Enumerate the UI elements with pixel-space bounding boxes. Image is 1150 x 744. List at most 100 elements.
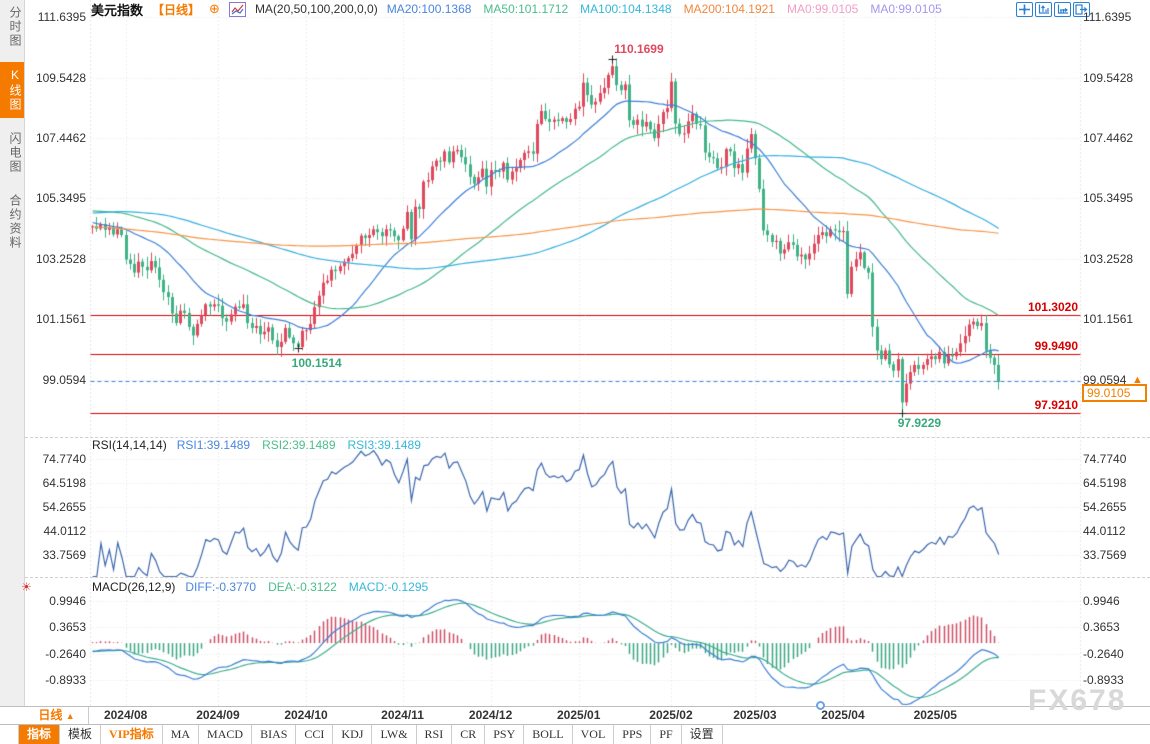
annotation-110.1699: 110.1699 [614,42,664,57]
month-label-2024/09: 2024/09 [196,708,240,722]
price-axis-label-right: 111.6395 [1083,10,1132,24]
ma-legend: MA20:100.1368 MA50:101.1712 MA100:104.1348… [387,2,942,16]
annotation-97.9229: 97.9229 [897,415,942,430]
toolbar-item-RSI[interactable]: RSI [417,725,453,744]
sidebar-tab-4[interactable]: 合约资料 [8,194,22,250]
crosshair-icon[interactable] [1016,2,1033,17]
month-label-2025/04: 2025/04 [821,708,865,722]
macd-axis-label-left: -0.8933 [45,673,86,687]
price-line-label: 97.9210 [1034,397,1078,412]
chart-toolbar-icons [1016,2,1090,17]
sidebar-tab-1[interactable]: 分时图 [8,6,22,48]
chart-header: 美元指数 【日线】 ⊕ MA(20,50,100,200,0,0) MA20:1… [91,1,942,18]
chart-type-icon[interactable] [228,1,246,17]
chart-canvas[interactable] [0,0,1150,706]
indicator-settings-icon[interactable]: ☀ [21,580,32,594]
toolbar-item-MACD[interactable]: MACD [199,725,253,744]
macd-axis-label-right: -0.2640 [1083,646,1124,661]
toolbar-item-PPS[interactable]: PPS [614,725,652,744]
price-line-label: 101.3020 [1027,300,1078,315]
toolbar-item-模板[interactable]: 模板 [60,725,102,744]
macd-axis-label-right: -0.8933 [1083,673,1124,687]
macd-axis-label-right: 0.3653 [1083,620,1120,635]
toolbar-item-CR[interactable]: CR [452,725,486,744]
macd-values: DIFF:-0.3770 DEA:-0.3122 MACD:-0.1295 [185,580,428,594]
rsi-values: RSI1:39.1489 RSI2:39.1489 RSI3:39.1489 [177,438,421,452]
toolbar-item-MA[interactable]: MA [163,725,200,744]
rsi-title: RSI(14,14,14) [92,438,167,452]
panel-separator [25,577,1150,578]
ma-legend-item: MA0:99.0105 [870,2,942,16]
toolbar-item-指标[interactable]: 指标 [18,725,61,744]
rsi-axis-label-left: 44.0112 [43,523,87,538]
add-indicator-icon[interactable]: ⊕ [209,1,220,16]
ma-legend-item: MA200:104.1921 [683,2,775,16]
price-line-label: 99.9490 [1034,339,1078,354]
toolbar-item-PSY[interactable]: PSY [485,725,525,744]
period-selector-button[interactable]: 日线 ▲ [25,707,89,724]
macd-value-label: MACD:-0.1295 [348,580,429,594]
toolbar-item-VOL[interactable]: VOL [573,725,615,744]
month-label-2024/12: 2024/12 [468,708,513,722]
ma-legend-item: MA50:101.1712 [483,2,569,16]
rsi-axis-label-right: 74.7740 [1083,452,1127,466]
macd-value-label: DEA:-0.3122 [268,580,337,594]
ma-settings-label: MA(20,50,100,200,0,0) [254,2,378,16]
month-label-2024/11: 2024/11 [381,708,424,722]
rsi-axis-label-left: 74.7740 [42,452,86,466]
price-axis-label-left: 105.3495 [35,191,86,206]
pan-right-icon[interactable] [1073,2,1090,17]
rsi-axis-label-right: 54.2655 [1083,499,1127,514]
toolbar-item-BOLL[interactable]: BOLL [524,725,573,744]
zoom-axis-horizontal-icon[interactable] [1054,2,1071,17]
month-label-2025/02: 2025/02 [649,708,693,722]
price-axis-label-left: 101.1561 [35,312,86,327]
rsi-axis-label-left: 33.7569 [42,548,86,562]
current-price-badge: 99.0105 [1082,384,1147,403]
toolbar-item-PF[interactable]: PF [651,725,682,744]
price-axis-label-right: 101.1561 [1083,312,1134,327]
rsi-axis-label-left: 64.5198 [42,475,86,490]
sidebar-tab-2[interactable]: K线图 [0,62,24,118]
watermark: FX678 [1028,684,1127,717]
month-label-2025/03: 2025/03 [733,708,777,722]
circle-indicator-icon [816,701,825,710]
zoom-axis-vertical-icon[interactable] [1035,2,1052,17]
ma-legend-item: MA0:99.0105 [786,2,859,16]
toolbar-item-设置[interactable]: 设置 [682,725,723,744]
price-axis-label-right: 99.0594 [1083,373,1127,387]
rsi-axis-label-right: 44.0112 [1083,523,1126,538]
price-axis-label-right: 107.4462 [1083,130,1134,145]
price-axis-label-right: 109.5428 [1083,70,1134,85]
toolbar-item-VIP指标[interactable]: VIP指标 [101,725,163,744]
macd-title: MACD(26,12,9) [92,580,176,594]
indicator-toolbar: 指标 模板 VIP指标 MA MACD BIAS CCI KDJ LW& RSI CR PSY BOLL… [0,724,1150,744]
toolbar-item-LW&[interactable]: LW& [372,725,417,744]
macd-axis-label-right: 0.9946 [1083,594,1120,608]
rsi-header: RSI(14,14,14) RSI1:39.1489 RSI2:39.1489 RS… [92,438,421,452]
macd-axis-label-left: -0.2640 [45,646,86,661]
toolbar-item-BIAS[interactable]: BIAS [252,725,297,744]
month-label-2024/10: 2024/10 [284,708,328,722]
sidebar: 分时图 K线图闪电图合约资料 [0,0,25,706]
rsi-axis-label-right: 64.5198 [1083,475,1127,490]
toolbar-item-KDJ[interactable]: KDJ [333,725,373,744]
price-axis-label-left: 111.6395 [37,10,86,24]
ma-legend-item: MA100:104.1348 [580,2,672,16]
period-tag: 【日线】 [152,2,201,17]
period-arrow-icon: ▲ [65,711,75,721]
price-axis-label-right: 105.3495 [1083,191,1134,206]
ma-legend-item: MA20:100.1368 [386,2,472,16]
toolbar-item-CCI[interactable]: CCI [296,725,334,744]
price-up-arrow-icon: ▲ [1132,374,1143,386]
macd-axis-label-left: 0.3653 [49,620,86,635]
price-axis-label-left: 107.4462 [35,130,86,145]
rsi-value-label: RSI3:39.1489 [347,438,421,452]
panel-separator [25,437,1150,438]
macd-axis-label-left: 0.9946 [49,594,86,608]
month-label-2025/05: 2025/05 [913,708,957,722]
sidebar-tab-3[interactable]: 闪电图 [8,132,22,174]
month-label-2024/08: 2024/08 [103,708,148,722]
annotation-100.1514: 100.1514 [291,356,342,371]
rsi-axis-label-left: 54.2655 [42,499,86,514]
